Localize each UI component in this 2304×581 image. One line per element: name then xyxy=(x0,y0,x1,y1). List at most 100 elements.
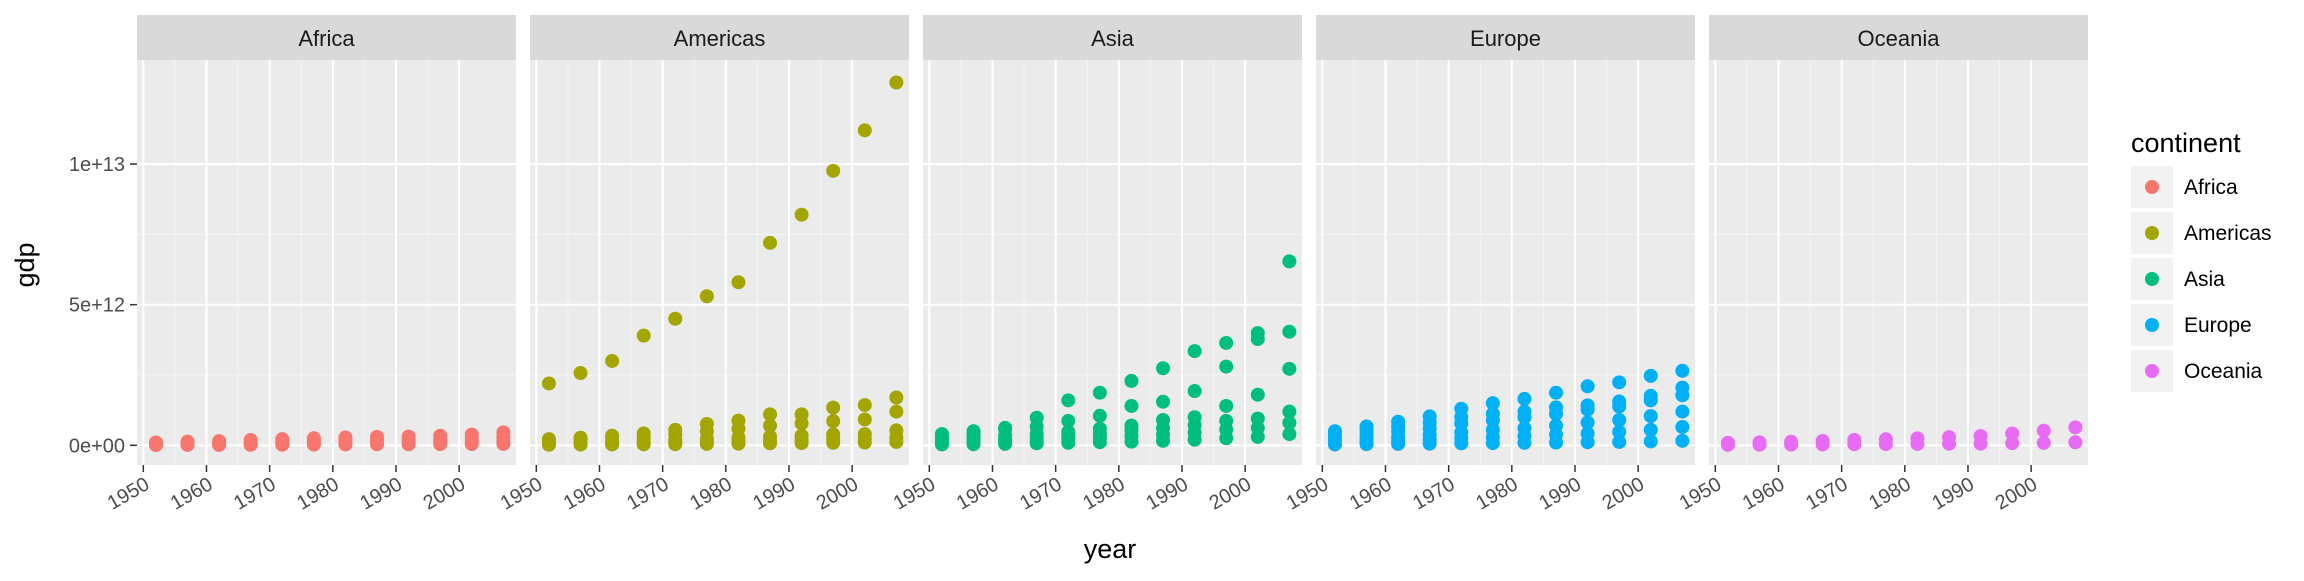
data-point-americas xyxy=(857,123,872,138)
legend-label: Asia xyxy=(2184,268,2225,291)
facet-panels: Africa 1950 1960 1970 1980 1990 2000 Americas 19… xyxy=(104,15,2088,515)
data-point-asia xyxy=(1282,404,1297,419)
x-tick-label: 1980 xyxy=(686,473,736,514)
data-point-oceania xyxy=(1815,437,1830,452)
x-tick-label: 1980 xyxy=(1472,473,1522,514)
facet-strip-label: Asia xyxy=(1091,26,1135,51)
data-point-oceania xyxy=(1878,437,1893,452)
data-point-asia xyxy=(1124,434,1139,449)
data-point-europe xyxy=(1517,435,1532,450)
data-point-europe xyxy=(1580,415,1595,430)
data-point-americas xyxy=(889,434,904,449)
data-point-asia xyxy=(966,437,981,452)
data-point-asia xyxy=(1124,398,1139,413)
data-point-americas xyxy=(636,328,651,343)
data-point-europe xyxy=(1675,363,1690,378)
data-point-americas xyxy=(668,311,683,326)
data-point-americas xyxy=(826,400,841,415)
x-tick-label: 1990 xyxy=(749,473,799,514)
data-point-africa xyxy=(496,436,511,451)
facet-panel-asia: Asia 1950 1960 1970 1980 1990 2000 xyxy=(890,15,1302,515)
data-point-europe xyxy=(1643,434,1658,449)
data-point-asia xyxy=(1092,385,1107,400)
data-point-oceania xyxy=(1784,437,1799,452)
data-point-oceania xyxy=(1942,436,1957,451)
facet-strip-label: Americas xyxy=(674,26,766,51)
data-point-africa xyxy=(401,437,416,452)
data-point-americas xyxy=(857,435,872,450)
data-point-oceania xyxy=(2036,423,2051,438)
data-point-europe xyxy=(1643,422,1658,437)
data-point-americas xyxy=(857,412,872,427)
data-point-asia xyxy=(1187,384,1202,399)
panel-background xyxy=(1316,60,1695,465)
legend: continent Africa Americas Asia Europe Oceani… xyxy=(2131,128,2272,392)
data-point-asia xyxy=(1156,433,1171,448)
legend-label: Europe xyxy=(2184,314,2252,337)
data-point-africa xyxy=(306,437,321,452)
data-point-americas xyxy=(763,436,778,451)
x-tick-label: 1960 xyxy=(167,473,217,514)
data-point-europe xyxy=(1643,409,1658,424)
x-tick-label: 1960 xyxy=(1346,473,1396,514)
data-point-americas xyxy=(826,414,841,429)
facet-panel-europe: Europe 1950 1960 1970 1980 1990 2000 xyxy=(1283,15,1695,515)
x-tick-label: 1960 xyxy=(560,473,610,514)
facet-strip-label: Europe xyxy=(1470,26,1541,51)
data-point-americas xyxy=(889,390,904,405)
data-point-europe xyxy=(1580,435,1595,450)
data-point-europe xyxy=(1485,413,1500,428)
data-point-americas xyxy=(699,436,714,451)
data-point-oceania xyxy=(1910,436,1925,451)
data-point-americas xyxy=(889,404,904,419)
x-tick-label: 1970 xyxy=(623,473,673,514)
data-point-asia xyxy=(1061,393,1076,408)
data-point-africa xyxy=(370,437,385,452)
panel-background xyxy=(137,60,516,465)
x-tick-label: 1970 xyxy=(230,473,280,514)
x-tick-label: 1950 xyxy=(104,473,154,514)
data-point-americas xyxy=(794,436,809,451)
data-point-europe xyxy=(1517,391,1532,406)
data-point-asia xyxy=(1092,408,1107,423)
data-point-europe xyxy=(1580,379,1595,394)
data-point-africa xyxy=(148,438,163,453)
legend-label: Americas xyxy=(2184,222,2272,245)
legend-swatch xyxy=(2145,180,2159,194)
data-point-asia xyxy=(998,436,1013,451)
facet-strip xyxy=(530,15,909,60)
data-point-asia xyxy=(934,437,949,452)
data-point-americas xyxy=(573,366,588,381)
x-tick-label: 1950 xyxy=(1676,473,1726,514)
x-tick-label: 1970 xyxy=(1409,473,1459,514)
data-point-asia xyxy=(1219,335,1234,350)
data-point-europe xyxy=(1675,404,1690,419)
x-tick-label: 1970 xyxy=(1016,473,1066,514)
data-point-asia xyxy=(1061,413,1076,428)
panel-background xyxy=(923,60,1302,465)
data-point-europe xyxy=(1612,424,1627,439)
data-point-asia xyxy=(1219,398,1234,413)
data-point-americas xyxy=(668,437,683,452)
data-point-oceania xyxy=(2068,435,2083,450)
data-point-europe xyxy=(1549,406,1564,421)
data-point-americas xyxy=(573,437,588,452)
x-tick-label: 1950 xyxy=(890,473,940,514)
facet-panel-africa: Africa 1950 1960 1970 1980 1990 2000 xyxy=(104,15,516,515)
facet-strip xyxy=(1709,15,2088,60)
legend-label: Africa xyxy=(2184,176,2238,199)
data-point-europe xyxy=(1675,420,1690,435)
x-axis-title: year xyxy=(1084,534,1137,564)
data-point-americas xyxy=(826,435,841,450)
data-point-asia xyxy=(1219,359,1234,374)
y-tick-label: 1e+13 xyxy=(69,154,125,176)
data-point-asia xyxy=(1250,387,1265,402)
data-point-oceania xyxy=(2036,435,2051,450)
data-point-europe xyxy=(1643,393,1658,408)
data-point-europe xyxy=(1549,385,1564,400)
x-tick-label: 1980 xyxy=(1865,473,1915,514)
data-point-asia xyxy=(1282,427,1297,442)
data-point-oceania xyxy=(2005,426,2020,441)
